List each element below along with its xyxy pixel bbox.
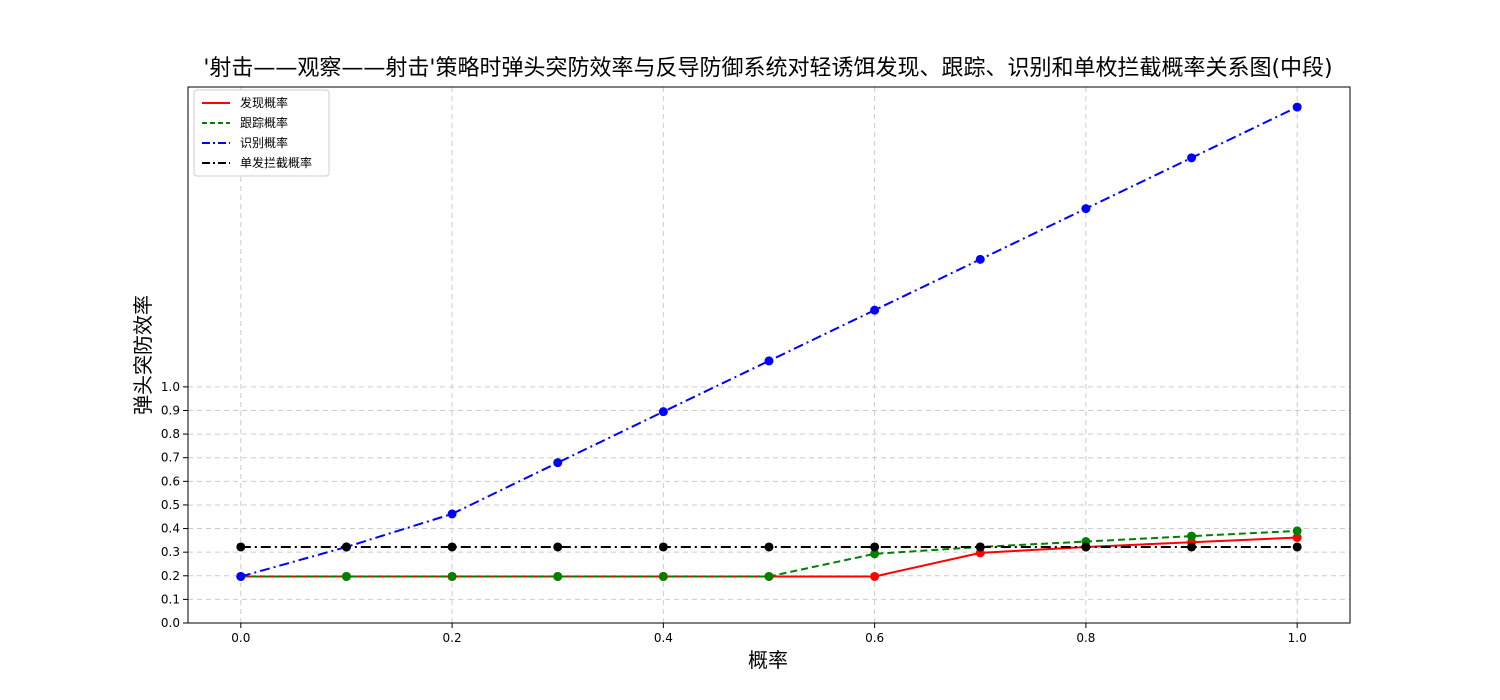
data-point-series-2 — [764, 356, 774, 366]
data-point-series-1 — [1187, 531, 1197, 541]
x-tick-label: 0.8 — [1076, 631, 1095, 645]
data-point-series-1 — [553, 571, 563, 581]
axis-layer: 0.0 0.2 0.4 0.6 0.8 1.0 0.0 0.1 0.2 0.3 0.4 0.5 0.6 0… — [161, 86, 1351, 645]
data-point-series-2 — [1292, 102, 1302, 112]
data-point-series-1 — [658, 571, 668, 581]
series-line-2 — [240, 106, 1298, 578]
data-point-series-3 — [870, 542, 880, 552]
data-point-series-3 — [1292, 542, 1302, 552]
data-point-series-3 — [1187, 542, 1197, 552]
data-point-series-3 — [658, 542, 668, 552]
data-point-series-1 — [764, 571, 774, 581]
y-tick-label: 1.0 — [161, 380, 180, 394]
y-tick-label: 0.9 — [161, 403, 180, 417]
data-point-series-3 — [1081, 542, 1091, 552]
data-point-series-3 — [447, 542, 457, 552]
data-point-series-3 — [764, 542, 774, 552]
y-axis-label: 弹头突防效率 — [131, 295, 155, 415]
x-tick-label: 0.0 — [231, 631, 250, 645]
data-point-series-1 — [1292, 526, 1302, 536]
y-tick-label: 0.7 — [161, 451, 180, 465]
y-tick-label: 0.0 — [161, 616, 180, 630]
legend-label-0: 发现概率 — [240, 95, 288, 110]
y-tick-label: 0.1 — [161, 592, 180, 606]
data-point-series-3 — [236, 542, 246, 552]
data-point-series-3 — [341, 542, 351, 552]
data-point-series-2 — [1081, 204, 1091, 214]
legend-label-1: 跟踪概率 — [240, 115, 288, 130]
data-point-series-3 — [553, 542, 563, 552]
data-point-series-3 — [975, 542, 985, 552]
y-tick-label: 0.5 — [161, 498, 180, 512]
chart-title: '射击——观察——射击'策略时弹头突防效率与反导防御系统对轻诱饵发现、跟踪、识别… — [203, 56, 1332, 81]
y-tick-label: 0.8 — [161, 427, 180, 441]
legend-label-3: 单发拦截概率 — [240, 155, 312, 170]
data-point-series-2 — [1187, 153, 1197, 163]
data-point-series-2 — [553, 458, 563, 468]
data-point-series-2 — [658, 407, 668, 417]
x-tick-label: 1.0 — [1288, 631, 1307, 645]
grid-layer — [188, 87, 1350, 624]
data-point-series-0 — [870, 571, 880, 581]
data-point-series-1 — [341, 571, 351, 581]
legend-box — [193, 89, 330, 177]
data-point-series-2 — [236, 571, 246, 581]
y-tick-label: 0.3 — [161, 545, 180, 559]
x-axis-label: 概率 — [748, 648, 788, 672]
data-point-series-1 — [870, 549, 880, 559]
y-tick-label: 0.4 — [161, 522, 180, 536]
data-point-series-0 — [1292, 533, 1302, 543]
series-layer — [236, 102, 1302, 581]
series-line-1 — [240, 529, 1298, 578]
data-point-series-2 — [870, 305, 880, 315]
y-tick-label: 0.6 — [161, 474, 180, 488]
x-tick-label: 0.6 — [865, 631, 884, 645]
data-point-series-1 — [447, 571, 457, 581]
legend-label-2: 识别概率 — [240, 135, 288, 150]
x-tick-label: 0.4 — [654, 631, 673, 645]
data-point-series-2 — [975, 254, 985, 264]
data-point-series-2 — [447, 509, 457, 519]
y-tick-label: 0.2 — [161, 569, 180, 583]
plot-frame — [187, 86, 1351, 624]
x-tick-label: 0.2 — [443, 631, 462, 645]
